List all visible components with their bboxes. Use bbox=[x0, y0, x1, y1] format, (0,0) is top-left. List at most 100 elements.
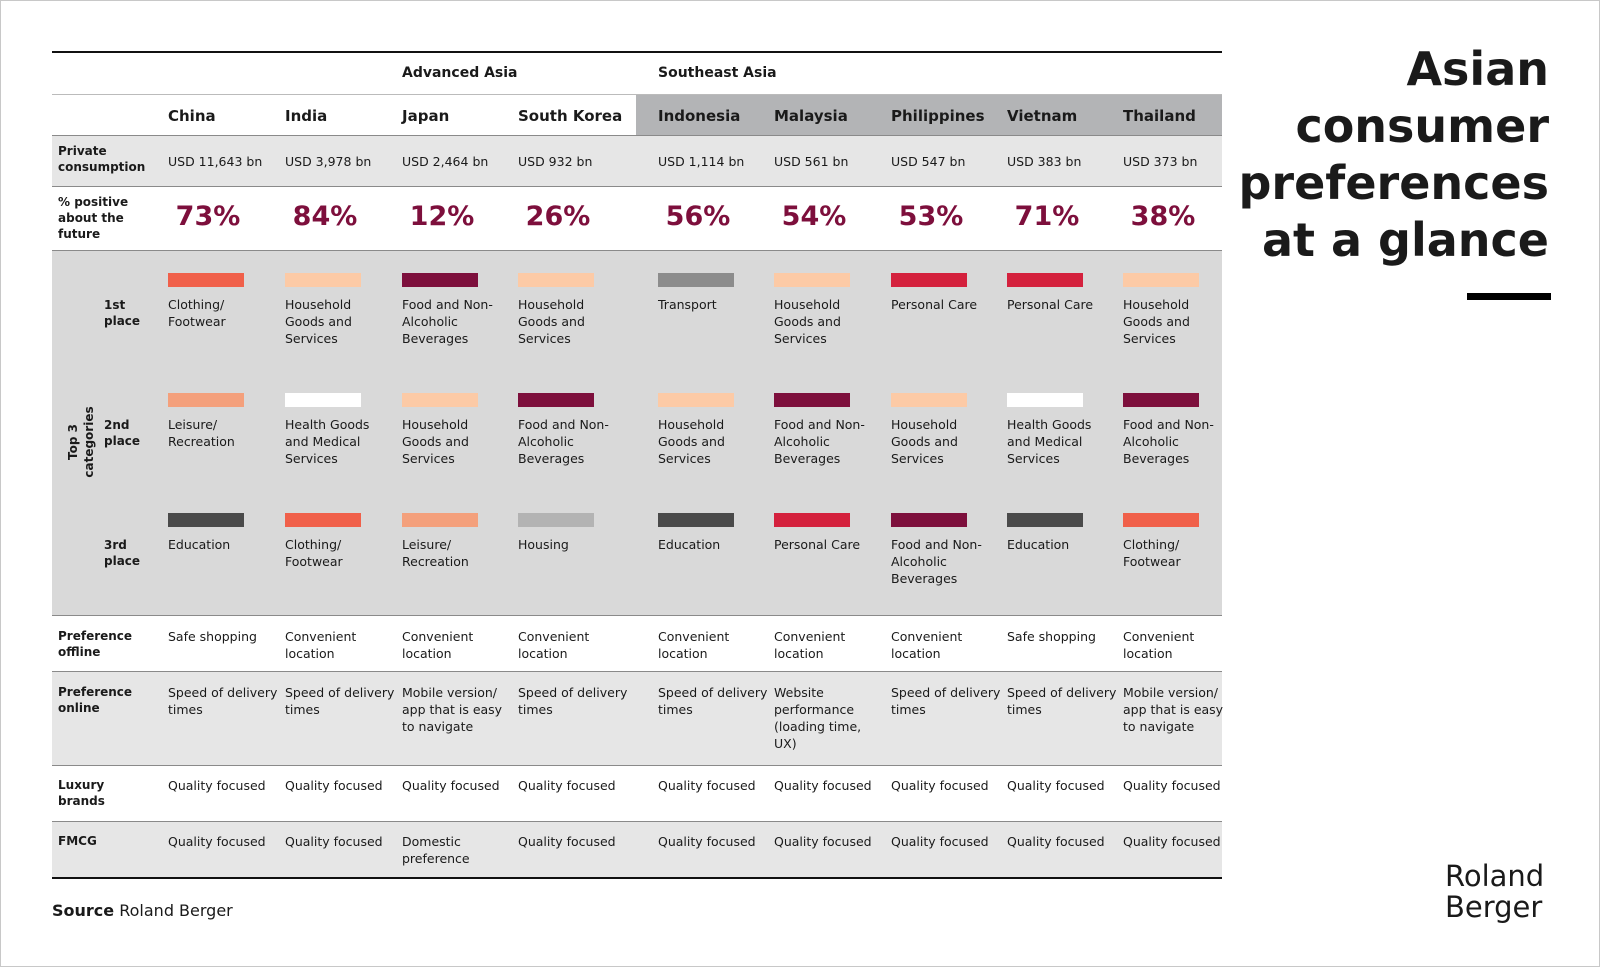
category-text: Food and Non-Alcoholic Beverages bbox=[1123, 417, 1214, 466]
header-shade bbox=[636, 95, 1222, 135]
cell-text: Quality focused bbox=[891, 834, 989, 849]
category-swatch bbox=[1123, 393, 1199, 407]
country-header: Thailand bbox=[1123, 107, 1196, 125]
category-swatch bbox=[518, 513, 594, 527]
row-shade bbox=[52, 671, 1222, 765]
category-text: Personal Care bbox=[1007, 297, 1094, 312]
cell-text: Quality focused bbox=[774, 778, 872, 793]
category-text: Education bbox=[1007, 537, 1070, 552]
cell-text: Convenient location bbox=[1123, 629, 1195, 661]
category-text: Household Goods and Services bbox=[402, 417, 469, 466]
category-swatch bbox=[1007, 513, 1083, 527]
percent-value: 56% bbox=[665, 201, 731, 232]
cell-text: USD 2,464 bn bbox=[402, 154, 489, 169]
percent-value: 53% bbox=[898, 201, 964, 232]
rule bbox=[52, 186, 1222, 187]
category-text: Food and Non-Alcoholic Beverages bbox=[891, 537, 982, 586]
category-text: Personal Care bbox=[774, 537, 861, 552]
cell-text: Quality focused bbox=[774, 834, 872, 849]
category-swatch bbox=[1123, 513, 1199, 527]
category-text: Personal Care bbox=[891, 297, 978, 312]
cell-text: Speed of delivery times bbox=[891, 685, 1001, 717]
rule bbox=[52, 877, 1222, 879]
category-swatch bbox=[168, 513, 244, 527]
category-text: Household Goods and Services bbox=[658, 417, 725, 466]
cell-text: Quality focused bbox=[658, 834, 756, 849]
section-label: Top 3 categories bbox=[66, 406, 96, 478]
row-label: Luxury brands bbox=[58, 778, 105, 808]
cell-text: Quality focused bbox=[518, 778, 616, 793]
cell-text: Quality focused bbox=[1007, 778, 1105, 793]
category-swatch bbox=[285, 273, 361, 287]
category-text: Leisure/ Recreation bbox=[402, 537, 469, 569]
category-swatch bbox=[402, 393, 478, 407]
country-header: India bbox=[285, 107, 328, 125]
country-header: Vietnam bbox=[1007, 107, 1078, 125]
category-swatch bbox=[168, 393, 244, 407]
percent-value: 12% bbox=[409, 201, 475, 232]
row-shade bbox=[52, 250, 1222, 615]
category-text: Household Goods and Services bbox=[1123, 297, 1190, 346]
category-swatch bbox=[285, 513, 361, 527]
category-text: Leisure/ Recreation bbox=[168, 417, 235, 449]
cell-text: Quality focused bbox=[402, 778, 500, 793]
category-text: Food and Non-Alcoholic Beverages bbox=[774, 417, 865, 466]
rule bbox=[52, 765, 1222, 766]
cell-text: Mobile version/ app that is easy to navi… bbox=[1123, 685, 1224, 734]
cell-text: Website performance (loading time, UX) bbox=[774, 685, 862, 751]
cell-text: USD 1,114 bn bbox=[658, 154, 745, 169]
row-label: Preference offline bbox=[58, 629, 133, 659]
category-swatch bbox=[285, 393, 361, 407]
category-swatch bbox=[168, 273, 244, 287]
title: Asian consumer preferences at a glance bbox=[1238, 42, 1550, 267]
place-label: 3rd place bbox=[104, 538, 141, 568]
cell-text: USD 547 bn bbox=[891, 154, 966, 169]
rule bbox=[52, 821, 1222, 822]
source-text: Roland Berger bbox=[119, 901, 233, 920]
category-text: Household Goods and Services bbox=[518, 297, 585, 346]
country-header: Philippines bbox=[891, 107, 985, 125]
category-text: Clothing/ Footwear bbox=[168, 297, 226, 329]
cell-text: Convenient location bbox=[518, 629, 590, 661]
country-header: Japan bbox=[402, 107, 450, 125]
cell-text: Quality focused bbox=[1123, 778, 1221, 793]
logo: Roland Berger bbox=[1445, 859, 1545, 924]
place-label: 2nd place bbox=[104, 418, 141, 448]
cell-text: Quality focused bbox=[658, 778, 756, 793]
cell-text: Speed of delivery times bbox=[658, 685, 768, 717]
category-swatch bbox=[774, 513, 850, 527]
category-swatch bbox=[774, 393, 850, 407]
row-label: % positive about the future bbox=[58, 195, 129, 241]
category-text: Housing bbox=[518, 537, 569, 552]
cell-text: Safe shopping bbox=[168, 629, 257, 644]
cell-text: Quality focused bbox=[168, 778, 266, 793]
cell-text: Convenient location bbox=[285, 629, 357, 661]
cell-text: Quality focused bbox=[1007, 834, 1105, 849]
category-text: Health Goods and Medical Services bbox=[1007, 417, 1092, 466]
category-swatch bbox=[658, 393, 734, 407]
cell-text: USD 383 bn bbox=[1007, 154, 1082, 169]
category-text: Health Goods and Medical Services bbox=[285, 417, 370, 466]
percent-value: 38% bbox=[1130, 201, 1196, 232]
cell-text: USD 11,643 bn bbox=[168, 154, 263, 169]
category-text: Clothing/ Footwear bbox=[1123, 537, 1181, 569]
row-label: FMCG bbox=[58, 834, 97, 848]
cell-text: Quality focused bbox=[285, 834, 383, 849]
category-swatch bbox=[891, 273, 967, 287]
cell-text: Speed of delivery times bbox=[168, 685, 278, 717]
cell-text: USD 561 bn bbox=[774, 154, 849, 169]
percent-value: 54% bbox=[781, 201, 847, 232]
category-swatch bbox=[891, 513, 967, 527]
category-swatch bbox=[518, 393, 594, 407]
category-text: Clothing/ Footwear bbox=[285, 537, 343, 569]
category-swatch bbox=[1007, 393, 1083, 407]
source-label: Source bbox=[52, 901, 115, 920]
country-header: China bbox=[168, 107, 216, 125]
rule bbox=[52, 94, 1222, 95]
category-swatch bbox=[891, 393, 967, 407]
category-swatch bbox=[1007, 273, 1083, 287]
category-swatch bbox=[1123, 273, 1199, 287]
cell-text: Convenient location bbox=[658, 629, 730, 661]
category-swatch bbox=[658, 513, 734, 527]
